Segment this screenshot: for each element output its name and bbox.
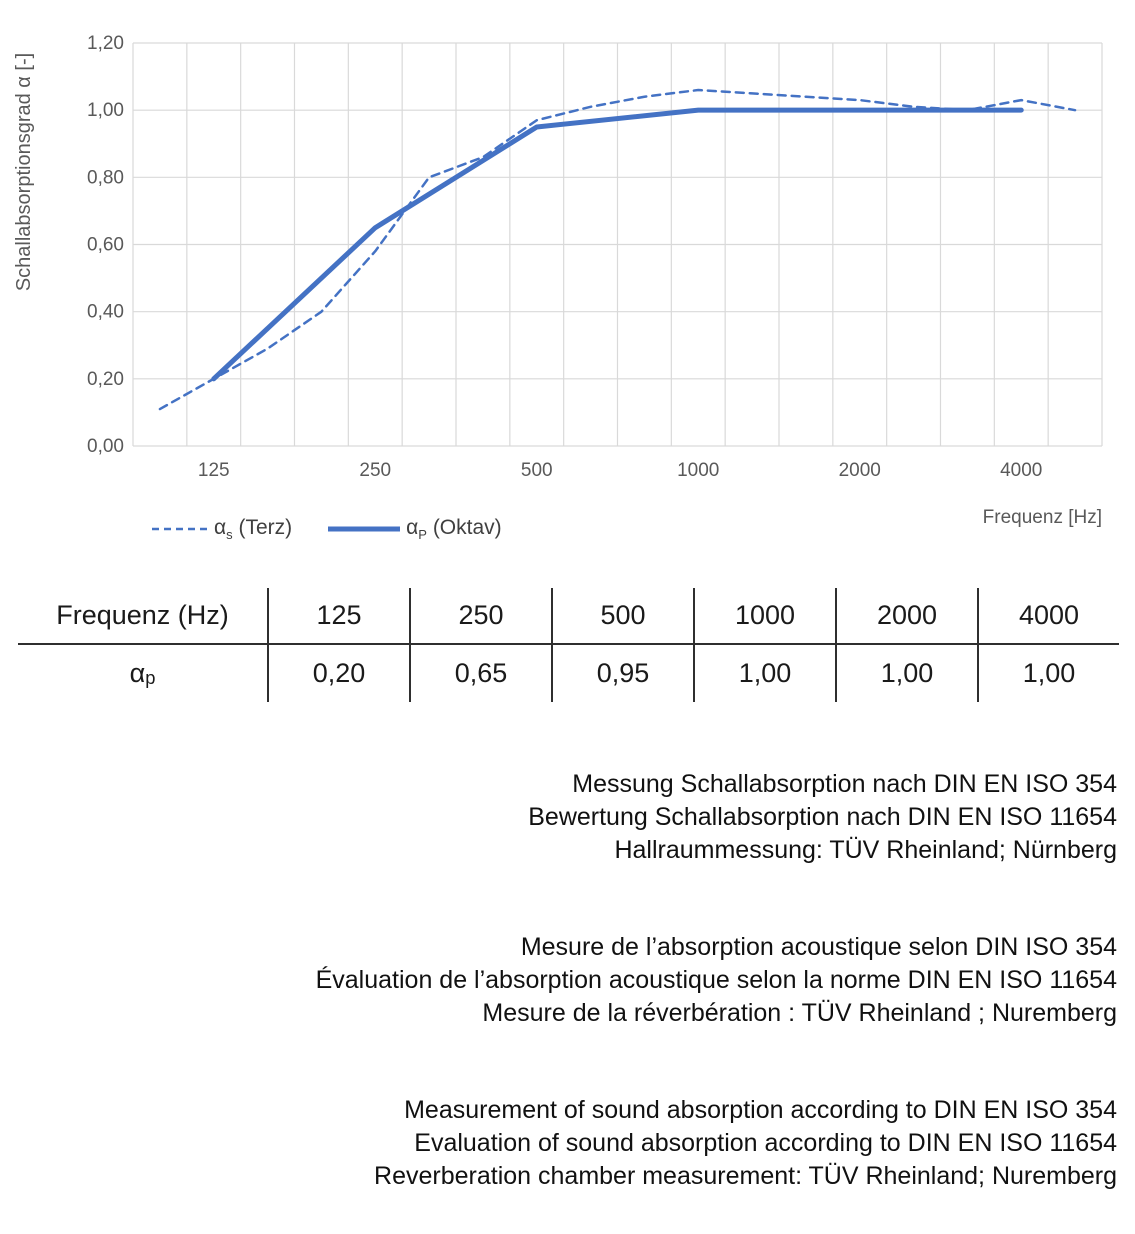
x-tick-label: 500 <box>521 460 553 481</box>
x-tick-label: 2000 <box>839 460 881 481</box>
legend-label-alpha-s: αs (Terz) <box>214 516 293 543</box>
y-tick-label: 0,60 <box>87 235 124 256</box>
note-line: Mesure de l’absorption acoustique selon … <box>520 933 1117 961</box>
x-axis-title: Frequenz [Hz] <box>982 507 1102 528</box>
y-tick-label: 0,00 <box>87 436 124 457</box>
note-line: Reverberation chamber measurement: TÜV R… <box>374 1162 1117 1190</box>
x-tick-label: 250 <box>359 460 391 481</box>
legend-label-alpha-p: αP (Oktav) <box>406 516 502 543</box>
y-tick-label: 1,20 <box>87 33 124 54</box>
table-header-row: Frequenz (Hz) 125 250 500 1000 2000 4000 <box>18 588 1119 645</box>
table-value-4000: 1,00 <box>977 645 1119 702</box>
y-tick-label: 0,80 <box>87 167 124 188</box>
note-line: Hallraummessung: TÜV Rheinland; Nürnberg <box>614 836 1117 864</box>
table-value-500: 0,95 <box>551 645 693 702</box>
table-header-500: 500 <box>551 588 693 643</box>
y-tick-label: 1,00 <box>87 100 124 121</box>
solid-line-swatch <box>328 526 401 532</box>
dashed-line-swatch <box>152 527 208 531</box>
table-value-1000: 1,00 <box>693 645 835 702</box>
note-line: Mesure de la réverbération : TÜV Rheinla… <box>482 999 1117 1027</box>
notes-german: Messung Schallabsorption nach DIN EN ISO… <box>17 768 1117 867</box>
table-header-4000: 4000 <box>977 588 1119 643</box>
table-header-frequency: Frequenz (Hz) <box>56 600 229 630</box>
table-header-1000: 1000 <box>693 588 835 643</box>
table-header-2000: 2000 <box>835 588 977 643</box>
octave-values-table: Frequenz (Hz) 125 250 500 1000 2000 4000… <box>18 588 1119 702</box>
series-alpha-s-terz-line <box>158 88 1077 411</box>
notes-english: Measurement of sound absorption accordin… <box>17 1094 1117 1193</box>
table-header-250: 250 <box>409 588 551 643</box>
y-tick-label: 0,20 <box>87 369 124 390</box>
note-line: Évaluation de l’absorption acoustique se… <box>315 966 1117 994</box>
note-line: Messung Schallabsorption nach DIN EN ISO… <box>572 770 1117 798</box>
chart-legend: αs (Terz) αP (Oktav) <box>152 516 502 542</box>
series-alpha-p-oktav-line <box>211 107 1024 382</box>
note-line: Bewertung Schallabsorption nach DIN EN I… <box>528 803 1117 831</box>
note-line: Evaluation of sound absorption according… <box>414 1129 1117 1157</box>
y-tick-label: 0,40 <box>87 302 124 323</box>
table-value-125: 0,20 <box>267 645 409 702</box>
note-line: Measurement of sound absorption accordin… <box>404 1096 1117 1124</box>
notes-french: Mesure de l’absorption acoustique selon … <box>17 931 1117 1030</box>
absorption-line-chart: 0,00 0,20 0,40 0,60 0,80 1,00 1,20 125 250 500 100… <box>13 33 1103 481</box>
x-tick-label: 4000 <box>1000 460 1042 481</box>
x-tick-label: 125 <box>198 460 230 481</box>
x-tick-label: 1000 <box>677 460 719 481</box>
table-value-2000: 1,00 <box>835 645 977 702</box>
table-value-250: 0,65 <box>409 645 551 702</box>
legend-item-alpha-p-oktav: αP (Oktav) <box>328 516 502 542</box>
table-header-125: 125 <box>267 588 409 643</box>
legend-item-alpha-s-terz: αs (Terz) <box>152 516 292 542</box>
y-axis-title: Schallabsorptionsgrad α [-] <box>13 53 35 291</box>
